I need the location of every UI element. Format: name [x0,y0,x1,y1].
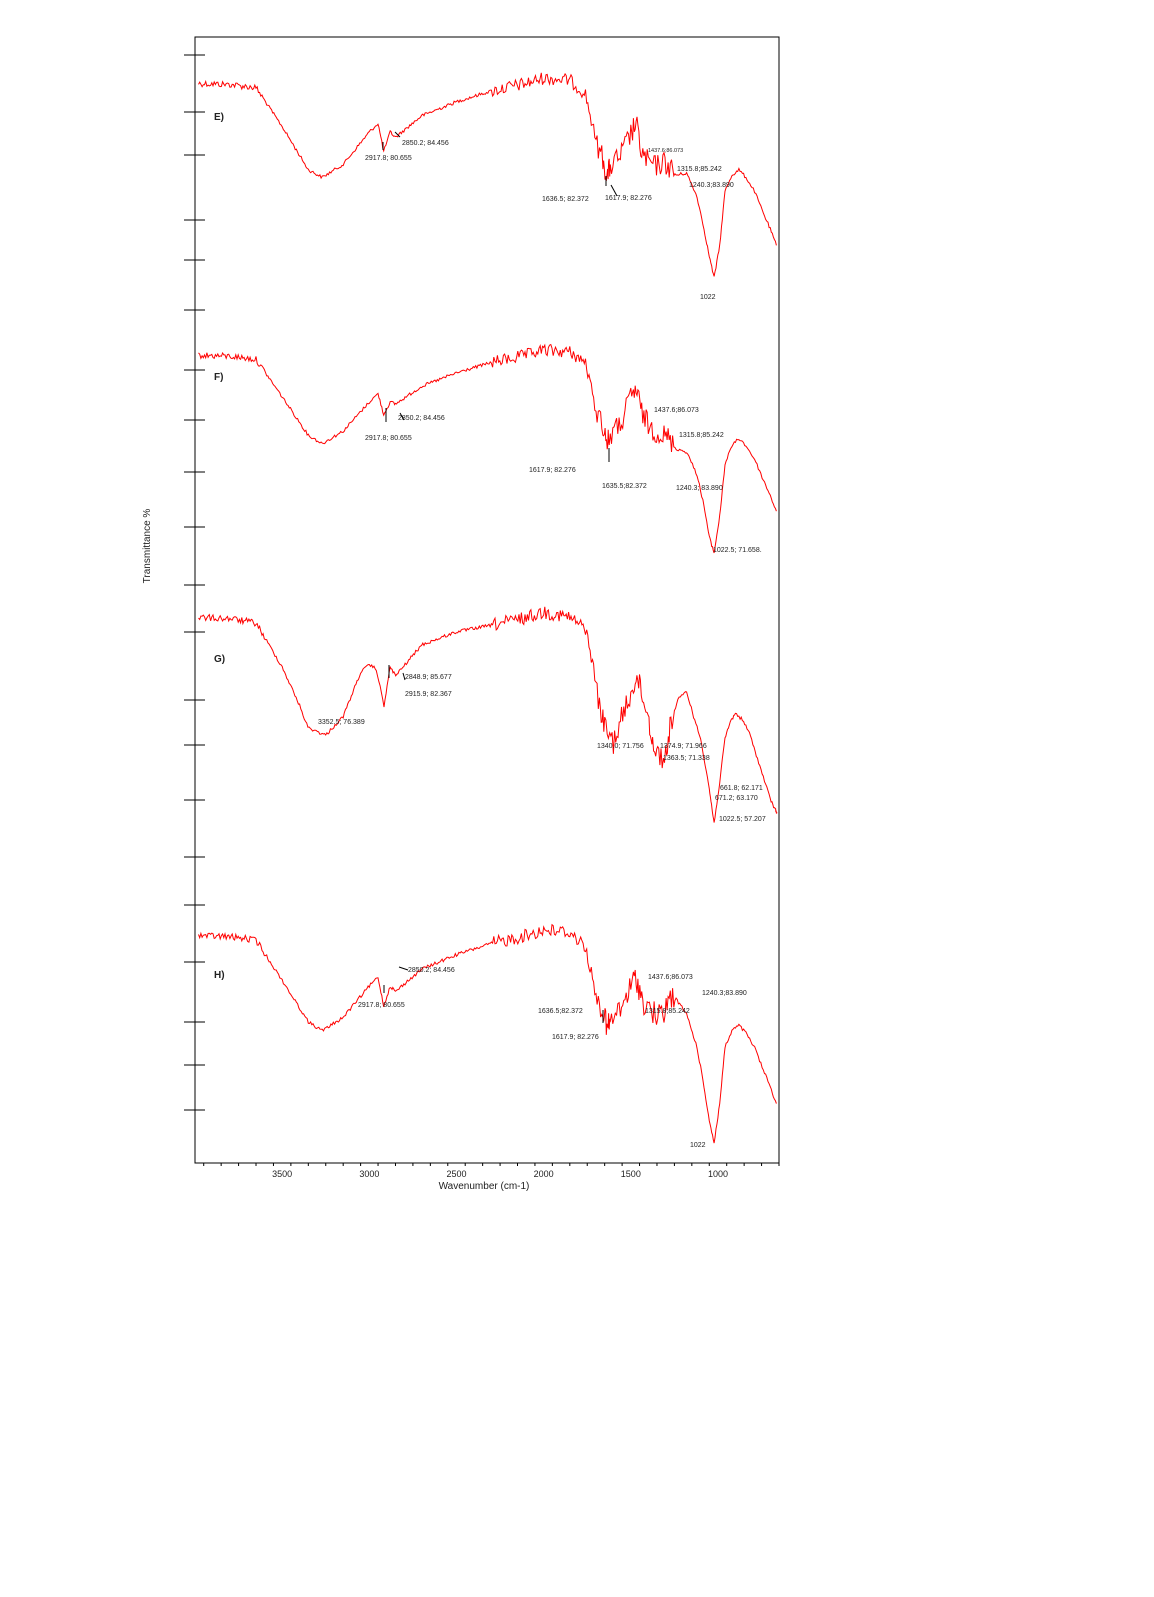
x-tick-label: 1500 [621,1169,641,1179]
peak-label: 1617.9; 82.276 [552,1034,599,1041]
y-axis-ticks [184,54,205,1111]
peak-label: 1363.5; 71.338 [663,755,710,762]
panel-label: E) [214,112,224,123]
peak-label: 1617.9; 82.276 [529,467,576,474]
plot-frame [194,36,780,1164]
x-tick-label: 2500 [446,1169,466,1179]
spectrum-line [198,606,778,823]
peak-label: 661.8; 62.171 [720,785,763,792]
panel-label: H) [214,970,225,981]
peak-label: 1437.6;86.073 [648,974,693,981]
x-axis-title: Wavenumber (cm-1) [439,1181,530,1192]
peak-label: 1374.9; 71.966 [660,743,707,750]
spectrum-line [198,343,777,554]
peak-label: 1022.5; 57.207 [719,816,766,823]
peak-label: 1022 [700,294,716,301]
peak-label: 2917.8; 80.655 [365,435,412,442]
peak-label: 1022 [690,1142,706,1149]
leader-line [610,184,618,197]
panel-label: G) [214,654,225,665]
leader-line [398,966,409,971]
panel-label: F) [214,372,223,383]
y-axis-title: Transmittance % [142,509,153,584]
peak-label: 1240.3;83.890 [689,182,734,189]
peak-label: 3352.5; 76.389 [318,719,365,726]
peak-label: 2850.2; 84.456 [398,415,445,422]
peak-label: 1636.5; 82.372 [542,196,589,203]
panel-labels: E) F) G) H) [214,112,225,981]
peak-label: 1315.8;85.242 [677,166,722,173]
x-tick-label: 3000 [359,1169,379,1179]
x-tick-label: 3500 [272,1169,292,1179]
x-tick-label: 2000 [534,1169,554,1179]
peak-label: 1315.8;85.242 [679,432,724,439]
peak-label: 2848.9; 85.677 [405,674,452,681]
spectrum-line [198,72,777,277]
spectra-layer [198,72,778,1144]
leader-line [399,412,405,421]
peak-label: 2917.8; 80.655 [358,1002,405,1009]
peak-label: 1437.6;86.073 [648,148,683,154]
peak-label: 1240.3; 83.890 [676,485,723,492]
spectrum-line [198,923,777,1144]
peak-label: 2917.8; 80.655 [365,155,412,162]
peak-label: 1617.9; 82.276 [605,195,652,202]
peak-label: 2915.9; 82.367 [405,691,452,698]
peak-label: 2850.2; 84.456 [408,967,455,974]
peak-label: 1240.3;83.890 [702,990,747,997]
leader-line [394,131,401,138]
peak-label: 1437.6;86.073 [654,407,699,414]
peak-label: 1636.5;82.372 [538,1008,583,1015]
leader-line [402,672,406,681]
x-tick-label: 1000 [708,1169,728,1179]
peak-label: 671.2; 63.170 [715,795,758,802]
x-axis-ticks [203,1163,780,1166]
peak-label: 1315.8;85.242 [645,1008,690,1015]
x-axis-tick-labels: 3500 3000 2500 2000 1500 1000 [272,1169,728,1179]
peak-label: 1340.0; 71.756 [597,743,644,750]
peak-label: 1022.5; 71.658. [713,547,762,554]
peak-annotations: 2850.2; 84.456 2917.8; 80.655 1437.6;86.07… [318,131,766,1149]
peak-label: 2850.2; 84.456 [402,140,449,147]
peak-label: 1635.5;82.372 [602,483,647,490]
